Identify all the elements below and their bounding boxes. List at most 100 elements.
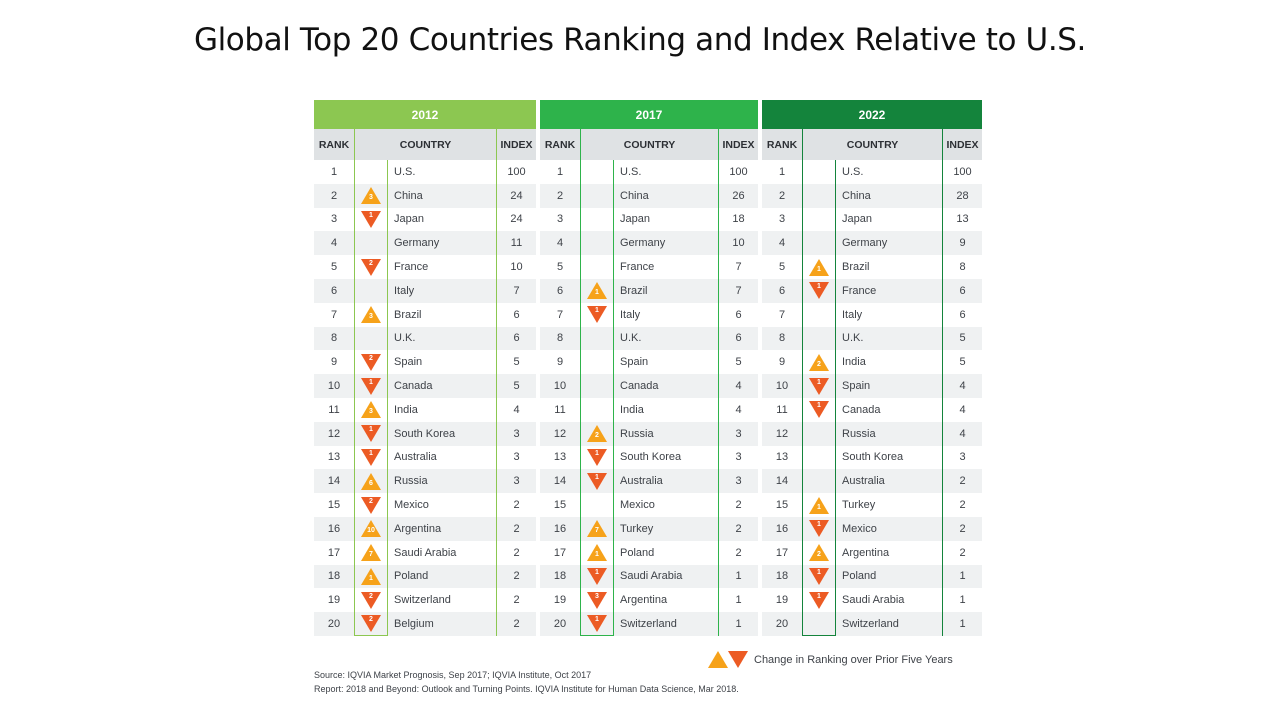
country-cell: Italy — [842, 308, 863, 321]
country-cell: Spain — [620, 356, 649, 369]
rank-cell: 15 — [327, 499, 341, 512]
country-cell: Canada — [394, 380, 433, 393]
country-cell: Argentina — [842, 546, 890, 559]
up-triangle-icon: 1 — [809, 258, 829, 276]
index-cell: 13 — [942, 207, 982, 232]
table-row: 19 3 Argentina 1 — [540, 588, 758, 613]
index-cell: 1 — [718, 588, 758, 613]
index-header: INDEX — [718, 129, 758, 160]
country-cell: India — [620, 403, 644, 416]
rank-cell: 18 — [775, 570, 789, 583]
index-cell: 3 — [718, 421, 758, 446]
rank-cell: 8 — [778, 332, 786, 345]
change-cell: 6 — [354, 469, 388, 494]
index-cell: 6 — [718, 326, 758, 351]
country-cell: South Korea — [394, 427, 456, 440]
up-triangle-icon: 2 — [587, 425, 607, 443]
table-row: 5 1 Brazil 8 — [762, 255, 982, 279]
table-row: 11 1 Canada 4 — [762, 397, 982, 422]
table-row: 14 1 Australia 3 — [540, 469, 758, 494]
rank-header: RANK — [766, 138, 798, 151]
change-cell — [354, 160, 388, 184]
down-triangle-icon: 1 — [361, 210, 381, 228]
index-cell: 8 — [942, 255, 982, 279]
country-cell: U.S. — [620, 165, 642, 178]
country-cell: U.K. — [842, 332, 864, 345]
index-cell: 1 — [942, 564, 982, 589]
table-row: 2 3 China 24 — [314, 183, 536, 208]
index-header: INDEX — [496, 129, 536, 160]
source-note: Source: IQVIA Market Prognosis, Sep 2017… — [314, 670, 592, 680]
country-cell: Germany — [394, 237, 440, 250]
rank-cell: 6 — [330, 284, 338, 297]
change-value: 2 — [595, 432, 599, 440]
table-row: 9 2 Spain 5 — [314, 350, 536, 375]
country-cell: Turkey — [620, 522, 654, 535]
country-cell: Poland — [394, 570, 429, 583]
table-row: 15 Mexico 2 — [540, 493, 758, 517]
rank-cell: 19 — [775, 594, 789, 607]
table-row: 10 1 Canada 5 — [314, 374, 536, 398]
index-cell: 10 — [496, 255, 536, 279]
table-row: 16 10 Argentina 2 — [314, 516, 536, 541]
change-cell — [354, 326, 388, 351]
country-cell: Japan — [842, 213, 872, 226]
rank-cell: 10 — [553, 380, 567, 393]
index-cell: 7 — [718, 255, 758, 279]
table-row: 13 South Korea 3 — [762, 445, 982, 470]
rank-cell: 8 — [330, 332, 338, 345]
country-cell: Switzerland — [394, 594, 451, 607]
index-cell: 4 — [942, 397, 982, 422]
country-cell: U.S. — [842, 165, 864, 178]
table-row: 3 1 Japan 24 — [314, 207, 536, 232]
rank-cell: 4 — [556, 237, 564, 250]
change-cell: 7 — [354, 540, 388, 565]
down-triangle-icon: 2 — [361, 353, 381, 371]
change-cell — [802, 421, 836, 446]
country-cell: Poland — [842, 570, 877, 583]
index-cell: 5 — [718, 350, 758, 375]
up-triangle-icon — [708, 651, 728, 668]
table-row: 7 Italy 6 — [762, 302, 982, 327]
rank-cell: 5 — [556, 261, 564, 274]
rank-cell: 17 — [553, 546, 567, 559]
rank-header: RANK — [318, 138, 350, 151]
table-row: 13 1 South Korea 3 — [540, 445, 758, 470]
change-value: 7 — [595, 527, 599, 535]
table-row: 4 Germany 11 — [314, 231, 536, 256]
change-cell: 1 — [354, 421, 388, 446]
table-row: 3 Japan 18 — [540, 207, 758, 232]
index-cell: 24 — [496, 183, 536, 208]
table-row: 15 1 Turkey 2 — [762, 493, 982, 517]
change-cell: 2 — [802, 350, 836, 375]
change-cell — [802, 469, 836, 494]
country-cell: Switzerland — [842, 618, 899, 631]
table-row: 12 2 Russia 3 — [540, 421, 758, 446]
index-cell: 7 — [718, 278, 758, 303]
rank-cell: 13 — [553, 451, 567, 464]
rank-cell: 2 — [778, 189, 786, 202]
country-cell: U.S. — [394, 165, 416, 178]
table-row: 6 Italy 7 — [314, 278, 536, 303]
country-cell: Saudi Arabia — [620, 570, 683, 583]
change-value: 1 — [595, 289, 599, 297]
change-cell: 1 — [354, 374, 388, 398]
table-row: 2 China 28 — [762, 183, 982, 208]
down-triangle-icon: 1 — [809, 401, 829, 419]
index-cell: 1 — [718, 612, 758, 636]
rank-cell: 1 — [778, 165, 786, 178]
index-cell: 24 — [496, 207, 536, 232]
rank-cell: 14 — [327, 475, 341, 488]
rank-cell: 11 — [776, 403, 788, 416]
change-cell — [802, 207, 836, 232]
rank-cell: 1 — [556, 165, 564, 178]
rank-cell: 10 — [775, 380, 789, 393]
country-cell: India — [842, 356, 866, 369]
change-cell — [580, 207, 614, 232]
change-cell: 1 — [580, 612, 614, 636]
index-cell: 18 — [718, 207, 758, 232]
country-cell: Italy — [394, 284, 415, 297]
rank-cell: 20 — [553, 618, 567, 631]
rank-cell: 17 — [327, 546, 341, 559]
change-cell — [802, 445, 836, 470]
